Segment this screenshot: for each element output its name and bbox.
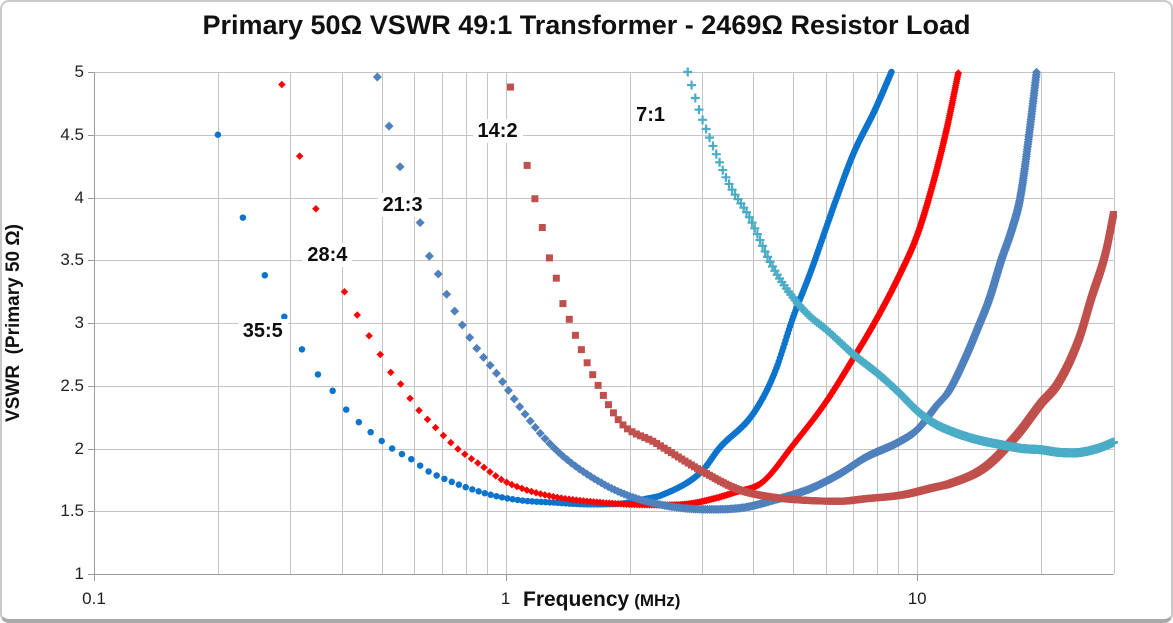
series-label-7-1: 7:1 [631, 102, 670, 127]
x-axis-unit: (MHz) [634, 591, 681, 610]
y-tick-label: 4 [74, 187, 84, 207]
y-tick-label: 1 [74, 564, 84, 583]
y-tick-label: 2 [74, 438, 84, 458]
y-tick-label: 5 [74, 62, 84, 81]
x-tick-label: 1 [500, 589, 511, 608]
y-tick-label: 3 [74, 313, 84, 332]
series-label-35-5: 35:5 [237, 318, 288, 343]
y-tick-label: 1.5 [60, 501, 84, 521]
y-axis-title: VSWR (Primary 50 Ω) [3, 224, 24, 422]
series-label-28-4: 28:4 [302, 243, 353, 268]
x-tick-label: 0.1 [82, 589, 106, 608]
y-tick-label: 4.5 [60, 124, 84, 144]
y-tick-label: 3.5 [60, 250, 84, 270]
series-label-14-2: 14:2 [472, 118, 523, 143]
x-tick-label: 10 [907, 589, 927, 608]
y-tick-label: 2.5 [60, 375, 84, 395]
series-label-21-3: 21:3 [377, 193, 428, 218]
x-axis-title: Frequency (MHz) [523, 588, 680, 612]
x-axis-title-text: Frequency [523, 588, 630, 611]
